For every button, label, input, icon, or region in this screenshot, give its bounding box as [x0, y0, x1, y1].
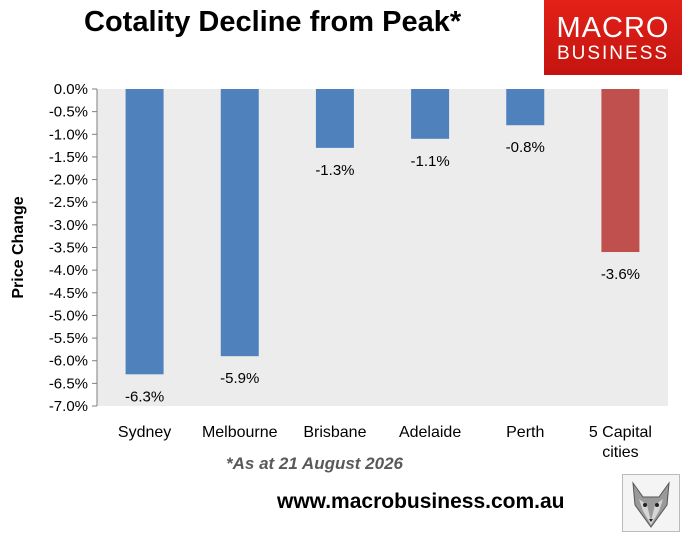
bar [411, 89, 450, 139]
x-tick-label: Perth [506, 424, 544, 441]
data-label: -1.1% [410, 153, 449, 170]
y-tick-label: -2.5% [49, 194, 88, 211]
logo-line-1: MACRO [556, 12, 670, 44]
wolf-head-icon [622, 474, 680, 532]
x-tick-label: 5 Capital cities [589, 424, 652, 461]
y-tick-label: -5.0% [49, 307, 88, 324]
y-tick-label: -1.0% [49, 126, 88, 143]
y-tick-label: -5.5% [49, 330, 88, 347]
data-label: -1.3% [315, 162, 354, 179]
logo-line-2: BUSINESS [556, 43, 670, 64]
y-tick-label: -1.5% [49, 149, 88, 166]
x-tick-label: Adelaide [399, 424, 461, 441]
x-tick-label: Sydney [118, 424, 171, 441]
y-tick-label: -4.5% [49, 285, 88, 302]
y-tick-label: -6.5% [49, 375, 88, 392]
chart-title: Cotality Decline from Peak* [84, 6, 462, 38]
bar-chart: 0.0% -0.5% -1.0% -1.5% -2.0% -2.5% -3.0% -3.5% -… [10, 81, 668, 461]
y-tick-label: 0.0% [54, 81, 88, 98]
macrobusiness-logo: MACRO BUSINESS [544, 0, 682, 75]
website-url[interactable]: www.macrobusiness.com.au [277, 490, 565, 513]
bar [315, 89, 354, 148]
bar [125, 89, 164, 375]
footnote: *As at 21 August 2026 [226, 454, 403, 473]
y-tick-label: -7.0% [49, 398, 88, 415]
data-label: -6.3% [125, 388, 164, 405]
bar [601, 89, 640, 253]
x-tick-label: Melbourne [202, 424, 278, 441]
y-tick-label: -0.5% [49, 104, 88, 121]
y-tick-label: -4.0% [49, 262, 88, 279]
y-axis-title: Price Change [10, 196, 27, 298]
bar [506, 89, 545, 126]
y-tick-label: -6.0% [49, 353, 88, 370]
x-tick-label: Brisbane [303, 424, 366, 441]
data-label: -5.9% [220, 370, 259, 387]
data-label: -3.6% [601, 266, 640, 283]
plot-area [97, 89, 668, 406]
y-tick-label: -3.5% [49, 240, 88, 257]
bar [220, 89, 259, 357]
y-tick-label: -3.0% [49, 217, 88, 234]
data-label: -0.8% [506, 139, 545, 156]
y-tick-label: -2.0% [49, 172, 88, 189]
